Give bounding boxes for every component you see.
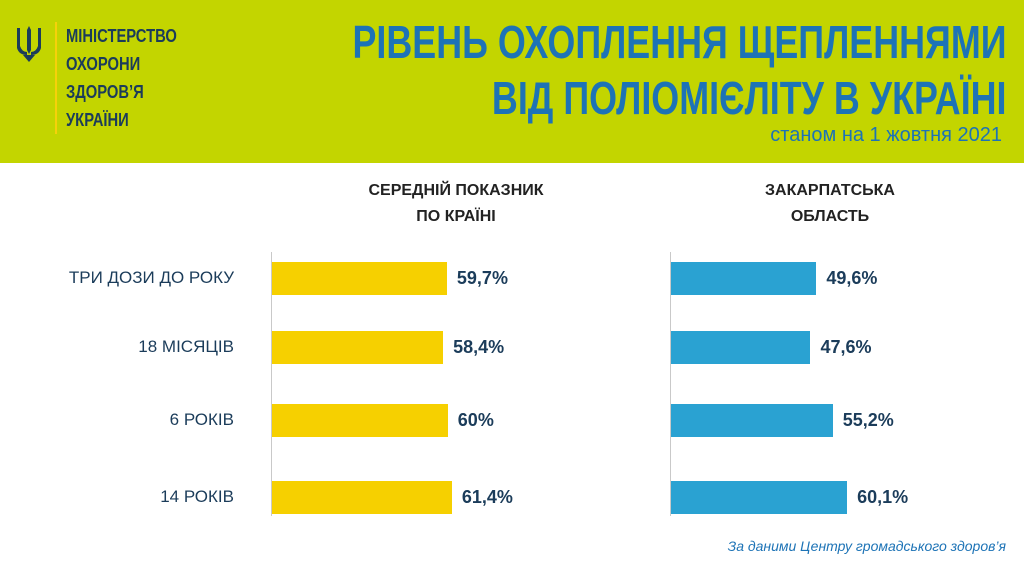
category-label: 14 РОКІВ [160, 487, 234, 506]
category-label: ТРИ ДОЗИ ДО РОКУ [68, 268, 234, 287]
series-header-line: ОБЛАСТЬ [790, 208, 870, 225]
series-header-line: СЕРЕДНІЙ ПОКАЗНИК [368, 182, 544, 199]
trident-icon [17, 26, 41, 62]
data-label: 60,1% [857, 487, 909, 507]
ministry-line: ОХОРОНИ [66, 54, 141, 74]
axis-line [670, 252, 671, 516]
title-line: РІВЕНЬ ОХОПЛЕННЯ ЩЕПЛЕННЯМИ [351, 16, 1006, 68]
ministry-divider [55, 22, 57, 134]
axis-line [271, 252, 272, 516]
data-label: 58,4% [453, 337, 505, 357]
bar [671, 331, 811, 364]
bar [272, 481, 452, 514]
data-label: 49,6% [826, 268, 878, 288]
page-subtitle: станом на 1 жовтня 2021 [770, 124, 1002, 146]
series-header-line: ПО КРАЇНІ [416, 208, 496, 225]
bar [671, 404, 833, 437]
bar [272, 331, 444, 364]
ministry-line: МІНІСТЕРСТВО [66, 26, 177, 46]
data-label: 55,2% [842, 410, 894, 430]
ministry-name: МІНІСТЕРСТВО ОХОРОНИ ЗДОРОВ’Я УКРАЇНИ [66, 22, 177, 134]
category-label: 18 МІСЯЦІВ [138, 337, 234, 356]
bar [671, 262, 817, 295]
data-label: 59,7% [456, 268, 508, 288]
bar [272, 404, 448, 437]
series-header-region: ЗАКАРПАТСЬКА ОБЛАСТЬ [690, 178, 970, 230]
source-note: За даними Центру громадського здоров’я [727, 538, 1006, 554]
bar [671, 481, 848, 514]
header-banner: МІНІСТЕРСТВО ОХОРОНИ ЗДОРОВ’Я УКРАЇНИ РІ… [0, 0, 1024, 163]
bar [272, 262, 447, 295]
ministry-line: ЗДОРОВ’Я [66, 82, 144, 102]
page-title: РІВЕНЬ ОХОПЛЕННЯ ЩЕПЛЕННЯМИ ВІД ПОЛІОМІЄ… [352, 14, 1006, 126]
series-header-country: СЕРЕДНІЙ ПОКАЗНИК ПО КРАЇНІ [316, 178, 596, 230]
category-label: 6 РОКІВ [169, 410, 234, 429]
title-line: ВІД ПОЛІОМІЄЛІТУ В УКРАЇНІ [491, 72, 1006, 124]
data-label: 47,6% [820, 337, 872, 357]
ministry-line: УКРАЇНИ [66, 110, 129, 130]
series-header-line: ЗАКАРПАТСЬКА [765, 182, 895, 199]
data-label: 60% [457, 410, 494, 430]
data-label: 61,4% [461, 487, 513, 507]
